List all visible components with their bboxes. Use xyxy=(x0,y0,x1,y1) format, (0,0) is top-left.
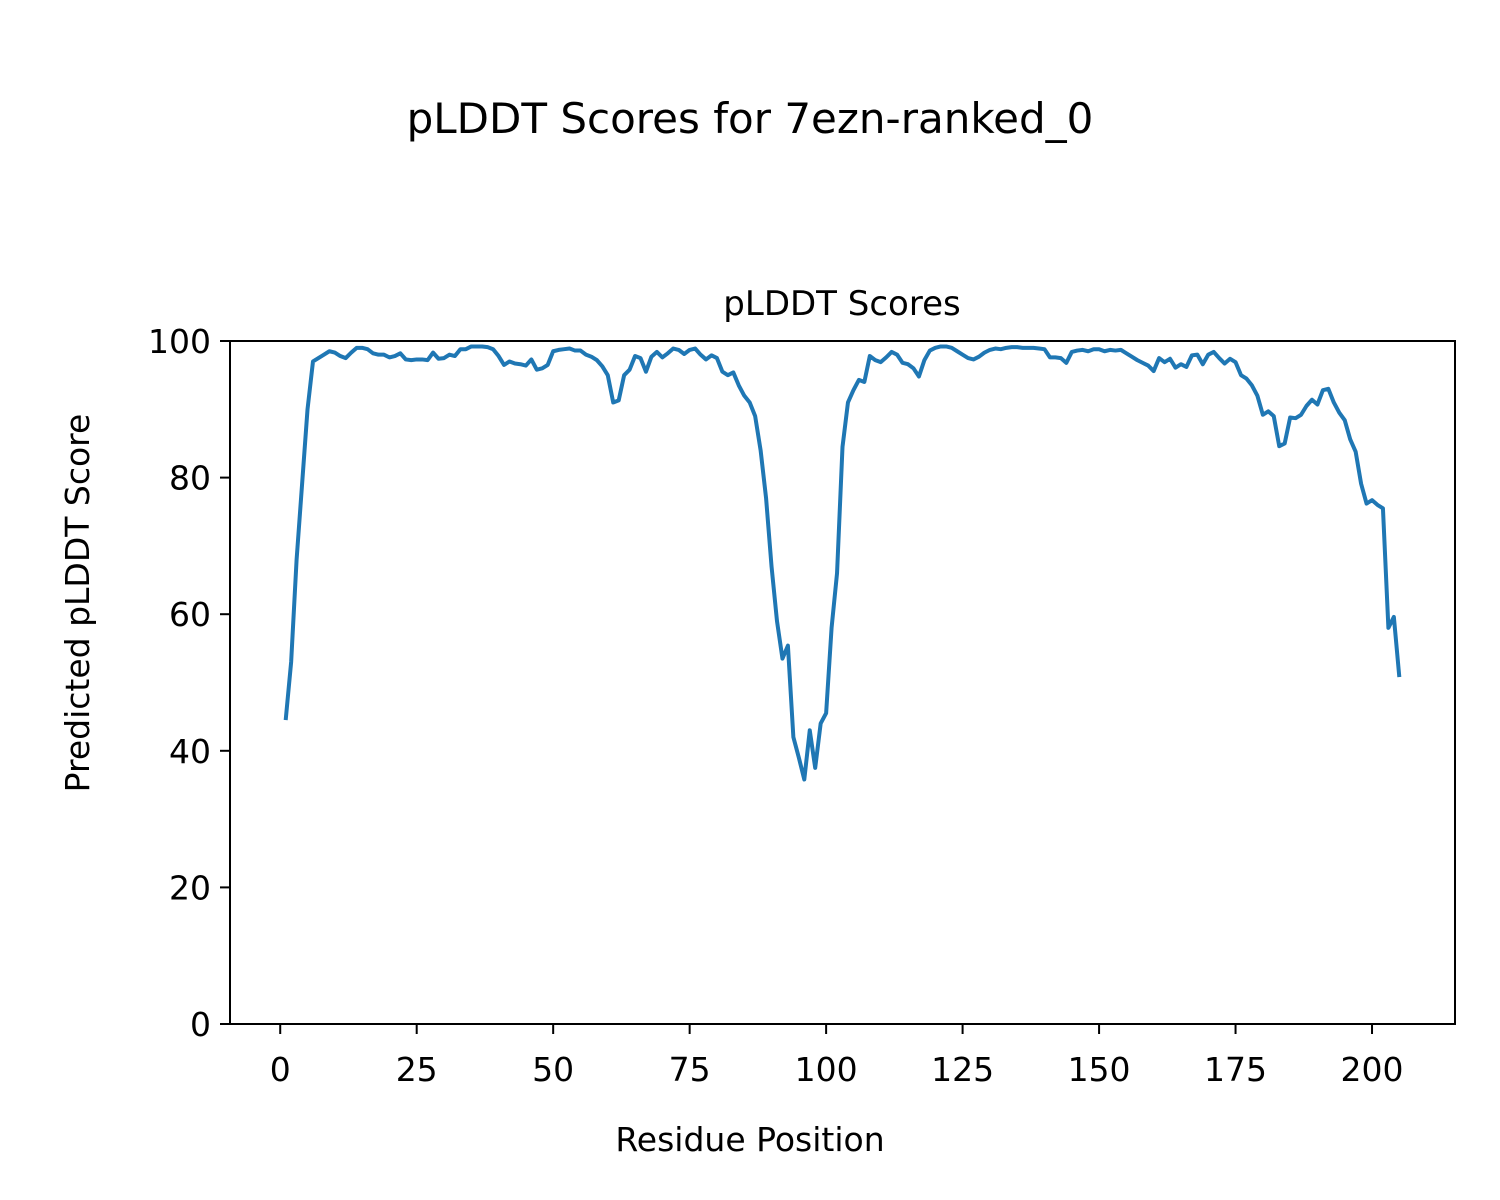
y-tick-label: 0 xyxy=(190,1005,211,1044)
plot-area-frame xyxy=(229,340,1456,1025)
y-tick-label: 60 xyxy=(169,595,211,634)
x-tick-label: 50 xyxy=(532,1050,574,1089)
x-tick-label: 100 xyxy=(795,1050,858,1089)
y-tick-label: 80 xyxy=(169,459,211,498)
x-tick-label: 25 xyxy=(396,1050,438,1089)
x-tick-label: 0 xyxy=(270,1050,291,1089)
plddt-series-line xyxy=(283,344,1402,782)
y-tick-label: 40 xyxy=(169,732,211,771)
x-tick-label: 200 xyxy=(1341,1050,1404,1089)
axis-ticks: 0 25 50 75 100 125 150 175 200 0 20 40 60 80 100 xyxy=(148,322,1404,1089)
x-tick-label: 125 xyxy=(931,1050,994,1089)
axes-title: pLDDT Scores xyxy=(723,284,960,324)
y-axis-label: Predicted pLDDT Score xyxy=(58,414,97,793)
figure-suptitle: pLDDT Scores for 7ezn-ranked_0 xyxy=(407,94,1094,143)
x-axis-label: Residue Position xyxy=(615,1120,884,1159)
y-tick-label: 100 xyxy=(148,322,211,361)
x-tick-label: 150 xyxy=(1068,1050,1131,1089)
x-tick-label: 175 xyxy=(1204,1050,1267,1089)
y-tick-label: 20 xyxy=(169,868,211,907)
x-tick-label: 75 xyxy=(669,1050,711,1089)
